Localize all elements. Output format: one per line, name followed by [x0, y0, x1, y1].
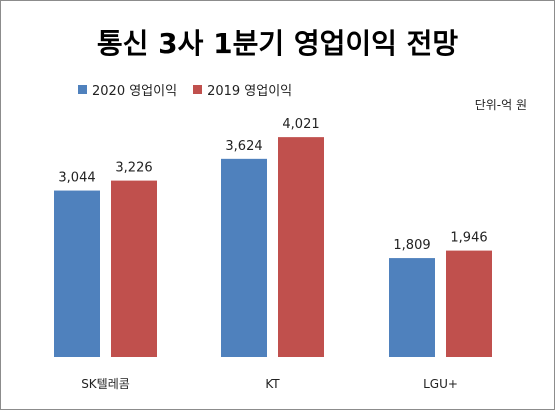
legend-label-2019: 2019 영업이익 — [207, 84, 293, 99]
bar-2019-2 — [446, 250, 492, 357]
data-label-2019-0: 3,226 — [115, 161, 152, 176]
data-label-2019-1: 4,021 — [282, 117, 319, 132]
legend-item-2020: 2020 영업이익 — [78, 80, 177, 99]
bar-2020-1 — [221, 158, 267, 357]
bar-2020-2 — [389, 258, 435, 357]
unit-label: 단위-억 원 — [474, 98, 527, 112]
legend-swatch-2019 — [193, 85, 203, 94]
bar-2019-0 — [111, 180, 157, 357]
chart-title: 통신 3사 1분기 영업이익 전망 — [96, 27, 459, 60]
category-label-2: LGU+ — [423, 377, 458, 391]
data-label-2020-0: 3,044 — [58, 171, 95, 186]
legend-label-2020: 2020 영업이익 — [92, 84, 178, 99]
category-label-0: SK텔레콤 — [81, 377, 130, 391]
legend-item-2019: 2019 영업이익 — [193, 80, 292, 99]
category-label-1: KT — [265, 377, 280, 391]
data-label-2019-2: 1,946 — [450, 231, 487, 246]
bar-2020-0 — [54, 190, 100, 357]
bar-2019-1 — [278, 137, 324, 357]
legend: 2020 영업이익 2019 영업이익 — [78, 80, 292, 99]
legend-swatch-2020 — [78, 85, 87, 94]
data-label-2020-1: 3,624 — [225, 139, 262, 154]
data-label-2020-2: 1,809 — [393, 238, 430, 253]
